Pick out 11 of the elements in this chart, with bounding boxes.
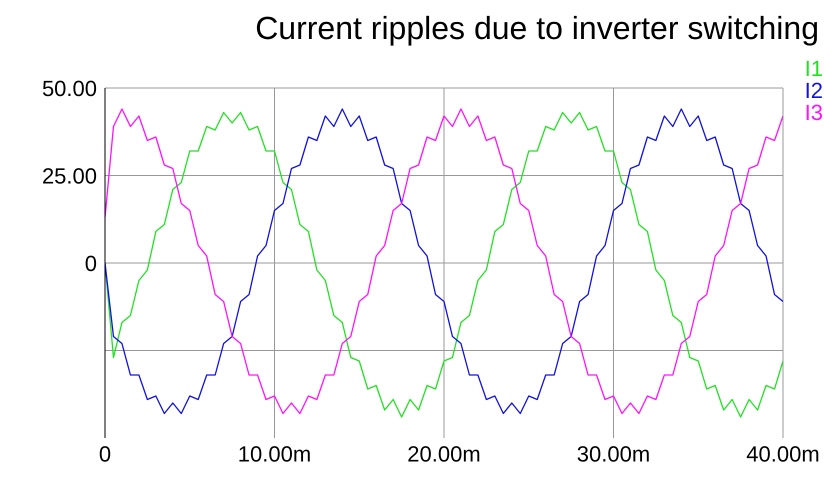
x-tick-label: 30.00m (576, 442, 650, 467)
x-tick-label: 40.00m (746, 442, 820, 467)
chart-title: Current ripples due to inverter switching (255, 10, 819, 46)
y-tick-label: 0 (84, 250, 97, 276)
text: I1 (804, 56, 823, 81)
y-tick-label: 50.00 (42, 76, 97, 101)
series-label: I3 (804, 100, 823, 125)
x-tick-label: 10.00m (238, 442, 312, 467)
text: I2 (804, 78, 823, 103)
y-tick-label: 25.00 (42, 163, 97, 188)
x-tick-label: 20.00m (407, 442, 481, 467)
